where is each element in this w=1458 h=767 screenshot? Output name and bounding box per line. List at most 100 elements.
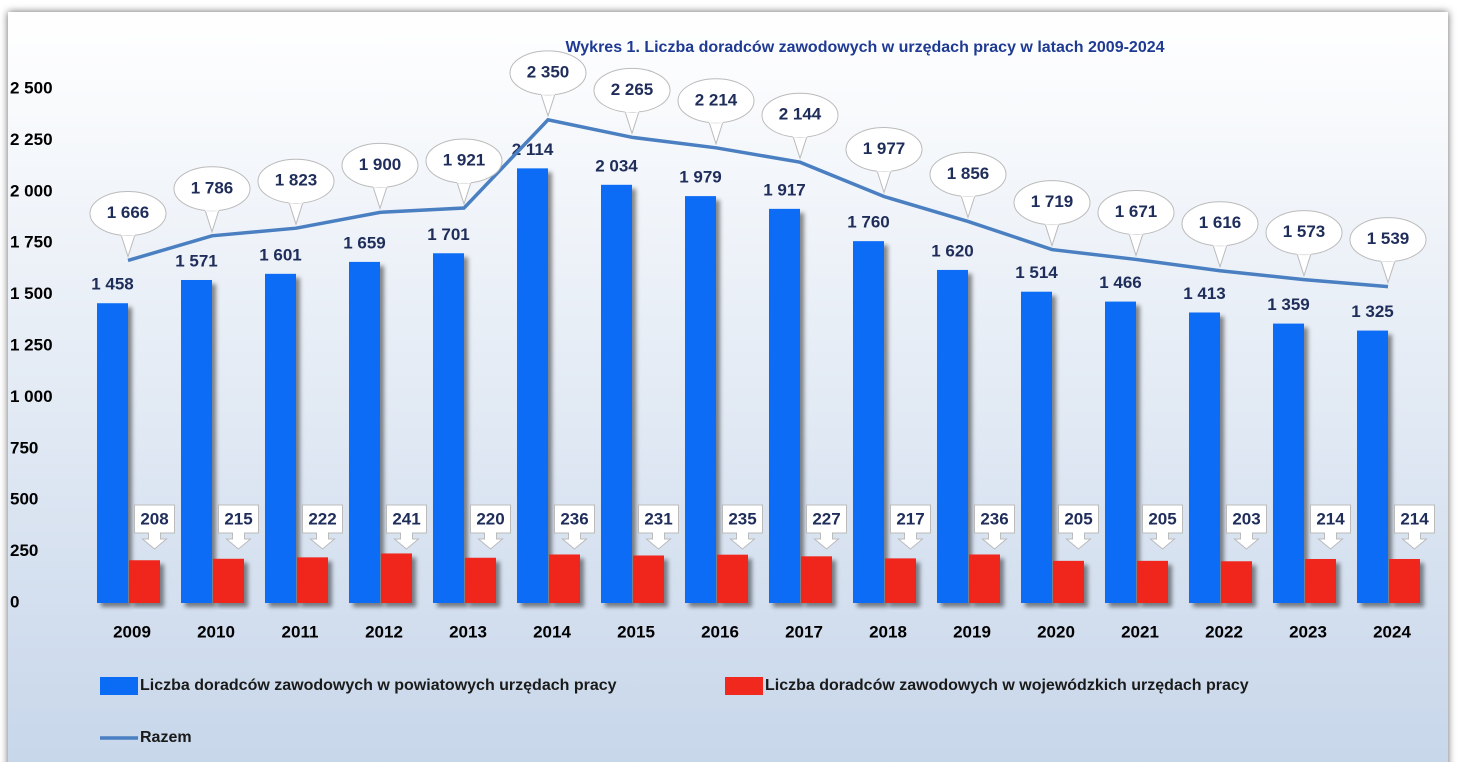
- x-tick-label: 2011: [282, 622, 319, 641]
- value-label: 1 413: [1183, 284, 1226, 303]
- value-label: 1 917: [763, 180, 806, 199]
- legend-swatch: [100, 677, 138, 695]
- line: [127, 117, 1389, 289]
- chart-title: Wykres 1. Liczba doradców zawodowych w u…: [565, 39, 1164, 56]
- y-tick-label: 1 250: [10, 335, 53, 354]
- bar: [213, 558, 244, 603]
- value-label: 1 666: [107, 203, 150, 222]
- bubble-patch: [457, 175, 471, 184]
- callout: [1226, 504, 1267, 550]
- value-label: 2 265: [611, 80, 654, 99]
- bar: [1137, 560, 1168, 603]
- bar: [181, 280, 212, 603]
- bubble-patch: [1129, 226, 1143, 235]
- x-tick-label: 2023: [1289, 622, 1327, 641]
- x-tick-label: 2016: [701, 622, 739, 641]
- x-tick-label: 2012: [365, 622, 403, 641]
- x-tick-label: 2020: [1037, 622, 1075, 641]
- value-label: 1 719: [1031, 192, 1074, 211]
- legend-label: Razem: [140, 729, 192, 746]
- bar: [717, 554, 748, 603]
- value-label: 2 034: [595, 156, 638, 175]
- callout: [218, 504, 259, 550]
- value-label: 1 466: [1099, 273, 1142, 292]
- bar: [433, 253, 464, 603]
- value-label: 227: [812, 509, 840, 528]
- value-label: 214: [1316, 509, 1345, 528]
- value-label: 1 616: [1199, 213, 1242, 232]
- callout: [134, 504, 175, 550]
- callout: [1142, 504, 1183, 550]
- x-tick-label: 2014: [533, 622, 571, 641]
- value-label: 1 979: [679, 168, 722, 187]
- x-tick-label: 2019: [953, 622, 991, 641]
- y-tick-label: 1 500: [10, 284, 53, 303]
- bar: [97, 303, 128, 603]
- callout: [974, 504, 1015, 550]
- value-label: 1 786: [191, 178, 234, 197]
- value-label: 235: [728, 509, 756, 528]
- legend-label: Liczba doradców zawodowych w wojewódzkic…: [765, 677, 1249, 694]
- bar: [1389, 559, 1420, 603]
- bar: [349, 261, 380, 603]
- bar: [517, 168, 548, 603]
- value-label: 214: [1400, 509, 1429, 528]
- callout: [638, 504, 679, 550]
- callout: [890, 504, 931, 550]
- value-label: 1 601: [259, 245, 302, 264]
- bar: [685, 196, 716, 603]
- callout: [386, 504, 427, 550]
- x-tick-label: 2010: [197, 622, 235, 641]
- bubble-patch: [541, 86, 555, 95]
- bubble-patch: [961, 188, 975, 197]
- value-label: 1 539: [1367, 229, 1410, 248]
- value-label: 1 760: [847, 213, 890, 232]
- bar: [1053, 560, 1084, 603]
- value-label: 236: [980, 509, 1008, 528]
- bubble-patch: [1045, 216, 1059, 225]
- bar: [969, 554, 1000, 603]
- value-label: 217: [896, 509, 924, 528]
- y-tick-label: 2 500: [10, 78, 53, 97]
- bar: [549, 554, 580, 603]
- bar: [1105, 301, 1136, 603]
- value-label: 1 823: [275, 171, 318, 190]
- bar: [465, 557, 496, 603]
- value-label: 1 659: [343, 233, 386, 252]
- value-label: 1 921: [443, 151, 486, 170]
- bar: [1021, 291, 1052, 603]
- x-tick-label: 2018: [869, 622, 907, 641]
- bubble-patch: [121, 227, 135, 236]
- bubble-patch: [1213, 237, 1227, 246]
- y-tick-label: 250: [10, 541, 38, 560]
- value-label: 2 214: [695, 90, 738, 109]
- bubble-patch: [793, 129, 807, 138]
- callout: [1058, 504, 1099, 550]
- value-label: 1 514: [1015, 263, 1058, 282]
- bubble-patch: [289, 195, 303, 204]
- value-label: 1 573: [1283, 222, 1326, 241]
- bar: [265, 273, 296, 603]
- x-tick-label: 2017: [785, 622, 823, 641]
- bar: [885, 558, 916, 603]
- bubble-patch: [1381, 253, 1395, 262]
- value-label: 205: [1064, 509, 1092, 528]
- bar: [381, 553, 412, 603]
- bubble-patch: [877, 163, 891, 172]
- bar: [853, 241, 884, 604]
- y-tick-label: 500: [10, 490, 38, 509]
- bubble-patch: [625, 104, 639, 113]
- bubble-patch: [205, 202, 219, 211]
- value-label: 1 359: [1267, 295, 1310, 314]
- legend-label: Liczba doradców zawodowych w powiatowych…: [140, 677, 617, 694]
- x-tick-label: 2013: [449, 622, 487, 641]
- x-tick-label: 2015: [617, 622, 655, 641]
- x-tick-label: 2024: [1373, 622, 1411, 641]
- bar: [937, 269, 968, 603]
- bar: [1305, 559, 1336, 603]
- value-label: 2 144: [779, 105, 822, 124]
- value-label: 1 620: [931, 241, 974, 260]
- y-tick-label: 0: [10, 592, 19, 611]
- bar: [1273, 323, 1304, 603]
- legend-swatch: [725, 677, 763, 695]
